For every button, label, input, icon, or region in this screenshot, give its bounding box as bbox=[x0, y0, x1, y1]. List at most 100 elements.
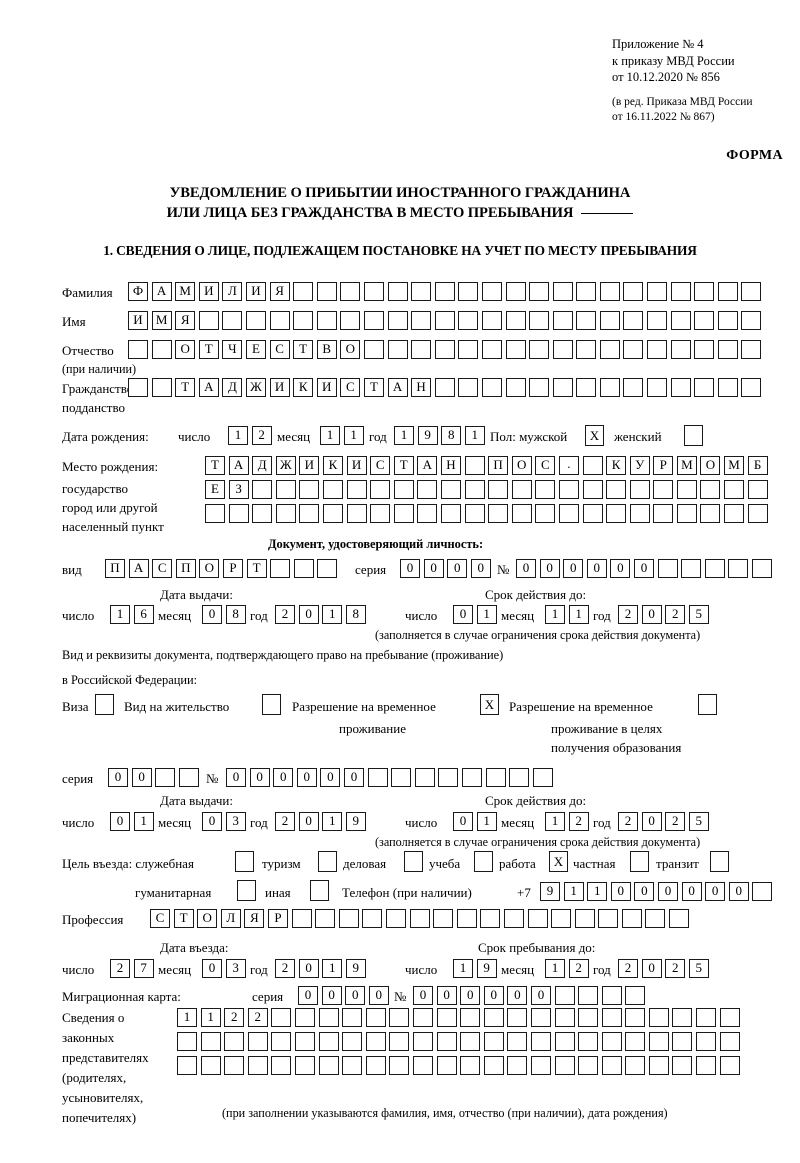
char-cell[interactable] bbox=[433, 909, 454, 928]
char-cell[interactable] bbox=[647, 378, 668, 397]
char-cell[interactable] bbox=[222, 311, 243, 330]
char-cell[interactable] bbox=[647, 311, 668, 330]
char-cell[interactable] bbox=[530, 1008, 551, 1027]
char-cell[interactable]: 1 bbox=[464, 426, 485, 445]
char-cell[interactable] bbox=[342, 1008, 363, 1027]
char-cell[interactable] bbox=[576, 340, 597, 359]
char-cell[interactable] bbox=[505, 311, 526, 330]
char-cell[interactable]: М bbox=[175, 282, 196, 301]
char-cell[interactable]: С bbox=[535, 456, 556, 475]
char-cell[interactable]: С bbox=[269, 340, 290, 359]
char-cell[interactable] bbox=[434, 378, 455, 397]
char-cell[interactable]: Т bbox=[246, 559, 267, 578]
char-cell[interactable] bbox=[385, 909, 406, 928]
char-cell[interactable]: 1 bbox=[394, 426, 414, 445]
char-cell[interactable] bbox=[414, 768, 435, 787]
char-cell[interactable]: Р bbox=[222, 559, 243, 578]
char-cell[interactable] bbox=[717, 340, 738, 359]
char-cell[interactable] bbox=[670, 282, 691, 301]
char-cell[interactable] bbox=[625, 1008, 646, 1027]
char-cell[interactable] bbox=[505, 340, 526, 359]
sex-female-checkbox[interactable] bbox=[684, 425, 703, 446]
char-cell[interactable]: А bbox=[198, 378, 219, 397]
char-cell[interactable]: 0 bbox=[413, 986, 433, 1005]
char-cell[interactable]: 5 bbox=[688, 605, 709, 624]
char-cell[interactable] bbox=[554, 1032, 575, 1051]
char-cell[interactable] bbox=[436, 1008, 457, 1027]
char-cell[interactable]: 2 bbox=[568, 812, 589, 831]
purpose-business-checkbox[interactable] bbox=[404, 851, 423, 872]
char-cell[interactable]: М bbox=[151, 311, 172, 330]
char-cell[interactable]: . bbox=[558, 456, 579, 475]
char-cell[interactable] bbox=[505, 378, 526, 397]
char-cell[interactable] bbox=[574, 909, 595, 928]
temp-residence-checkbox[interactable]: X bbox=[480, 694, 499, 715]
char-cell[interactable] bbox=[648, 1032, 669, 1051]
char-cell[interactable]: 6 bbox=[133, 605, 154, 624]
char-cell[interactable] bbox=[696, 1056, 717, 1075]
char-cell[interactable]: 0 bbox=[516, 559, 536, 578]
char-cell[interactable]: М bbox=[724, 456, 745, 475]
char-cell[interactable]: О bbox=[175, 340, 196, 359]
char-cell[interactable] bbox=[370, 504, 391, 523]
char-cell[interactable]: 0 bbox=[202, 959, 222, 978]
char-cell[interactable] bbox=[177, 1056, 197, 1075]
char-cell[interactable]: О bbox=[511, 456, 532, 475]
char-cell[interactable]: Я bbox=[244, 909, 265, 928]
char-cell[interactable] bbox=[599, 311, 620, 330]
char-cell[interactable] bbox=[578, 1008, 599, 1027]
char-cell[interactable]: 0 bbox=[436, 986, 457, 1005]
char-cell[interactable] bbox=[700, 504, 721, 523]
char-cell[interactable]: И bbox=[269, 378, 290, 397]
char-cell[interactable] bbox=[507, 1032, 528, 1051]
char-cell[interactable] bbox=[623, 340, 644, 359]
char-cell[interactable] bbox=[460, 1008, 481, 1027]
char-cell[interactable]: А bbox=[228, 456, 249, 475]
char-cell[interactable] bbox=[247, 1032, 268, 1051]
char-cell[interactable]: 0 bbox=[657, 882, 678, 901]
char-cell[interactable]: 1 bbox=[200, 1008, 221, 1027]
char-cell[interactable] bbox=[681, 559, 702, 578]
char-cell[interactable] bbox=[228, 504, 249, 523]
char-cell[interactable]: 0 bbox=[226, 768, 246, 787]
char-cell[interactable]: 9 bbox=[345, 812, 366, 831]
char-cell[interactable] bbox=[436, 1056, 457, 1075]
char-cell[interactable] bbox=[676, 504, 697, 523]
char-cell[interactable] bbox=[530, 1056, 551, 1075]
char-cell[interactable]: Б bbox=[747, 456, 768, 475]
char-cell[interactable] bbox=[389, 1008, 410, 1027]
char-cell[interactable] bbox=[363, 282, 384, 301]
char-cell[interactable]: Т bbox=[198, 340, 219, 359]
char-cell[interactable]: 1 bbox=[545, 605, 565, 624]
purpose-tourism-checkbox[interactable] bbox=[318, 851, 337, 872]
birthplace-row-3-input[interactable] bbox=[205, 504, 768, 523]
char-cell[interactable]: Я bbox=[175, 311, 196, 330]
char-cell[interactable] bbox=[128, 378, 148, 397]
char-cell[interactable] bbox=[751, 559, 772, 578]
char-cell[interactable] bbox=[483, 1008, 504, 1027]
char-cell[interactable]: 1 bbox=[228, 426, 248, 445]
char-cell[interactable]: 0 bbox=[447, 559, 468, 578]
char-cell[interactable]: С bbox=[340, 378, 361, 397]
char-cell[interactable] bbox=[480, 909, 501, 928]
char-cell[interactable] bbox=[317, 559, 338, 578]
char-cell[interactable]: Н bbox=[440, 456, 461, 475]
char-cell[interactable] bbox=[412, 1008, 433, 1027]
char-cell[interactable]: 1 bbox=[133, 812, 154, 831]
char-cell[interactable]: Ж bbox=[275, 456, 296, 475]
char-cell[interactable]: 1 bbox=[545, 812, 565, 831]
char-cell[interactable]: Т bbox=[293, 340, 314, 359]
char-cell[interactable] bbox=[367, 768, 388, 787]
char-cell[interactable]: 2 bbox=[224, 1008, 245, 1027]
char-cell[interactable]: 2 bbox=[251, 426, 272, 445]
char-cell[interactable]: 0 bbox=[453, 812, 473, 831]
